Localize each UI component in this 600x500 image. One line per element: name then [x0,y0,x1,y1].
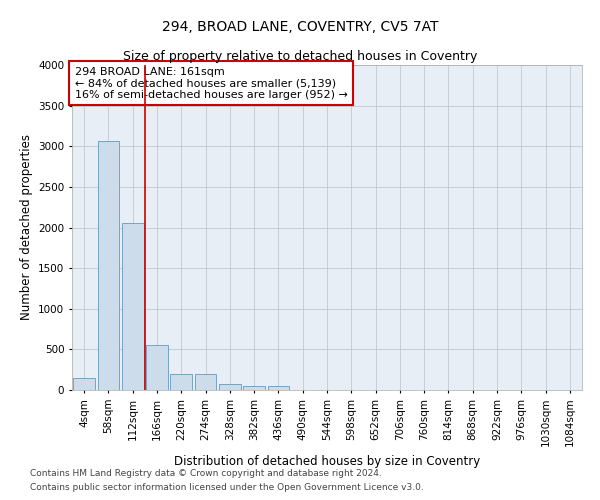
Text: Size of property relative to detached houses in Coventry: Size of property relative to detached ho… [123,50,477,63]
Bar [122,222,143,390]
Y-axis label: Number of detached properties: Number of detached properties [20,134,32,320]
Bar [194,374,217,390]
Text: Contains HM Land Registry data © Crown copyright and database right 2024.: Contains HM Land Registry data © Crown c… [30,468,382,477]
Text: 294, BROAD LANE, COVENTRY, CV5 7AT: 294, BROAD LANE, COVENTRY, CV5 7AT [162,20,438,34]
Text: Contains public sector information licensed under the Open Government Licence v3: Contains public sector information licen… [30,484,424,492]
Text: 294 BROAD LANE: 161sqm
← 84% of detached houses are smaller (5,139)
16% of semi-: 294 BROAD LANE: 161sqm ← 84% of detached… [74,66,347,100]
Bar [73,378,95,390]
Bar [146,344,168,390]
X-axis label: Distribution of detached houses by size in Coventry: Distribution of detached houses by size … [174,454,480,468]
Bar [219,384,241,390]
Bar [243,386,265,390]
Bar [170,374,192,390]
Bar [97,142,119,390]
Bar [268,386,289,390]
